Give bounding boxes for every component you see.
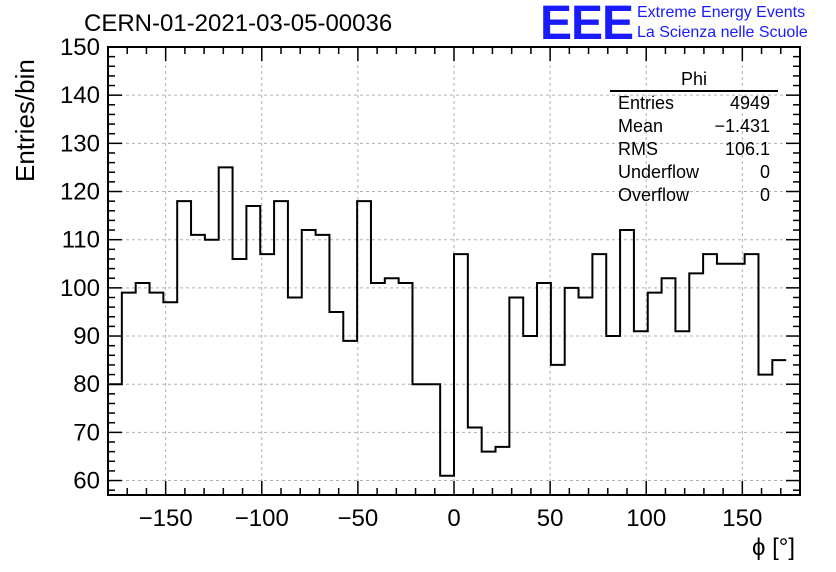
stats-value: 0 <box>759 185 770 205</box>
histogram-bin <box>509 297 523 495</box>
stats-row-rms: RMS 106.1 <box>610 138 778 161</box>
histogram-bin <box>731 264 745 495</box>
stats-value: −1.431 <box>714 116 770 136</box>
histogram-bin <box>246 206 260 495</box>
stats-key: RMS <box>618 139 658 159</box>
y-tick-label: 60 <box>73 468 100 495</box>
y-tick-label: 70 <box>73 419 100 446</box>
x-tick-label: 50 <box>537 505 564 532</box>
stats-value: 106.1 <box>724 139 770 159</box>
histogram-bin <box>412 384 426 495</box>
stats-key: Entries <box>618 93 675 113</box>
histogram-bin <box>343 341 357 495</box>
x-tick-label: −150 <box>139 505 193 532</box>
histogram-bin <box>385 278 399 495</box>
eee-logo: EEE <box>540 0 634 50</box>
histogram-bin <box>316 235 330 495</box>
histogram-bin <box>523 336 537 495</box>
histogram-bin <box>288 297 302 495</box>
logo-caption-line1: Extreme Energy Events <box>637 4 806 21</box>
histogram-bin <box>191 235 205 495</box>
histogram-bin <box>205 240 219 495</box>
histogram-bin <box>454 254 468 495</box>
histogram-bin <box>551 365 565 495</box>
stats-key: Overflow <box>618 185 690 205</box>
histogram-bin <box>675 331 689 495</box>
stats-box: Phi Entries 4949 Mean −1.431 RMS 106.1 U… <box>610 68 778 207</box>
histogram-bin <box>772 360 786 495</box>
histogram-bin <box>620 230 634 495</box>
x-axis-label: ϕ [°] <box>752 534 796 561</box>
histogram-bin <box>399 283 413 495</box>
stats-row-overflow: Overflow 0 <box>610 184 778 207</box>
histogram-bin <box>745 254 759 495</box>
y-axis-label-box: Entries/bin <box>6 59 46 182</box>
histogram-bin <box>177 201 191 495</box>
y-axis-label: Entries/bin <box>10 59 40 182</box>
histogram-bin <box>468 428 482 495</box>
histogram-bin <box>371 283 385 495</box>
x-tick-label: 150 <box>722 505 762 532</box>
histogram-bin <box>648 293 662 495</box>
histogram-bin <box>703 254 717 495</box>
y-tick-label: 110 <box>62 227 100 254</box>
histogram-bin <box>260 254 274 495</box>
stats-title: Phi <box>610 68 778 92</box>
histogram-bin <box>302 230 316 495</box>
x-tick-label: −100 <box>235 505 289 532</box>
histogram-bins <box>108 166 787 495</box>
stats-value: 0 <box>759 162 770 182</box>
histogram-bin <box>108 384 122 495</box>
histogram-bin <box>537 283 551 495</box>
histogram-bin <box>150 293 164 495</box>
histogram-bin <box>122 293 136 495</box>
histogram-bin <box>219 167 233 495</box>
histogram-bin <box>233 259 247 495</box>
stats-row-underflow: Underflow 0 <box>610 161 778 184</box>
x-tick-label: −50 <box>338 505 379 532</box>
axis-ticks <box>107 46 801 495</box>
histogram-bin <box>163 302 177 495</box>
stats-key: Mean <box>618 116 664 136</box>
histogram-bin <box>606 336 620 495</box>
histogram-bin <box>329 312 343 495</box>
histogram-bin <box>758 375 772 495</box>
histogram-bin <box>662 278 676 495</box>
y-tick-label: 130 <box>60 130 100 157</box>
histogram-outline <box>108 166 787 477</box>
y-tick-label: 90 <box>73 323 100 350</box>
histogram-bin <box>579 297 593 495</box>
x-tick-label: 100 <box>626 505 666 532</box>
y-tick-label: 80 <box>73 371 100 398</box>
histogram-bin <box>357 201 371 495</box>
histogram-bin <box>426 384 440 495</box>
histogram-bin <box>717 264 731 495</box>
histogram-bin <box>496 447 510 495</box>
stats-value: 4949 <box>729 93 770 113</box>
histogram-bin <box>634 331 648 495</box>
histogram-bin <box>136 283 150 495</box>
run-title: CERN-01-2021-03-05-00036 <box>84 10 393 37</box>
histogram-bin <box>565 288 579 495</box>
y-tick-label: 100 <box>60 275 100 302</box>
logo-caption-line2: La Scienza nelle Scuole <box>637 24 808 41</box>
stats-row-mean: Mean −1.431 <box>610 115 778 138</box>
histogram-bin <box>274 201 288 495</box>
histogram-bin <box>440 476 454 495</box>
y-tick-label: 140 <box>60 82 100 109</box>
stats-key: Underflow <box>618 162 700 182</box>
y-tick-label: 120 <box>60 179 100 206</box>
y-tick-label: 150 <box>60 34 100 61</box>
plot-frame <box>107 46 801 496</box>
stats-row-entries: Entries 4949 <box>610 92 778 115</box>
axis-tick-labels: −150 −100 −50 0 50 100 150 60 70 80 90 100 110 120 130… <box>60 34 762 532</box>
histogram-bin <box>592 254 606 495</box>
histogram-bin <box>689 273 703 495</box>
x-tick-label: 0 <box>447 505 460 532</box>
histogram-bin <box>482 452 496 495</box>
